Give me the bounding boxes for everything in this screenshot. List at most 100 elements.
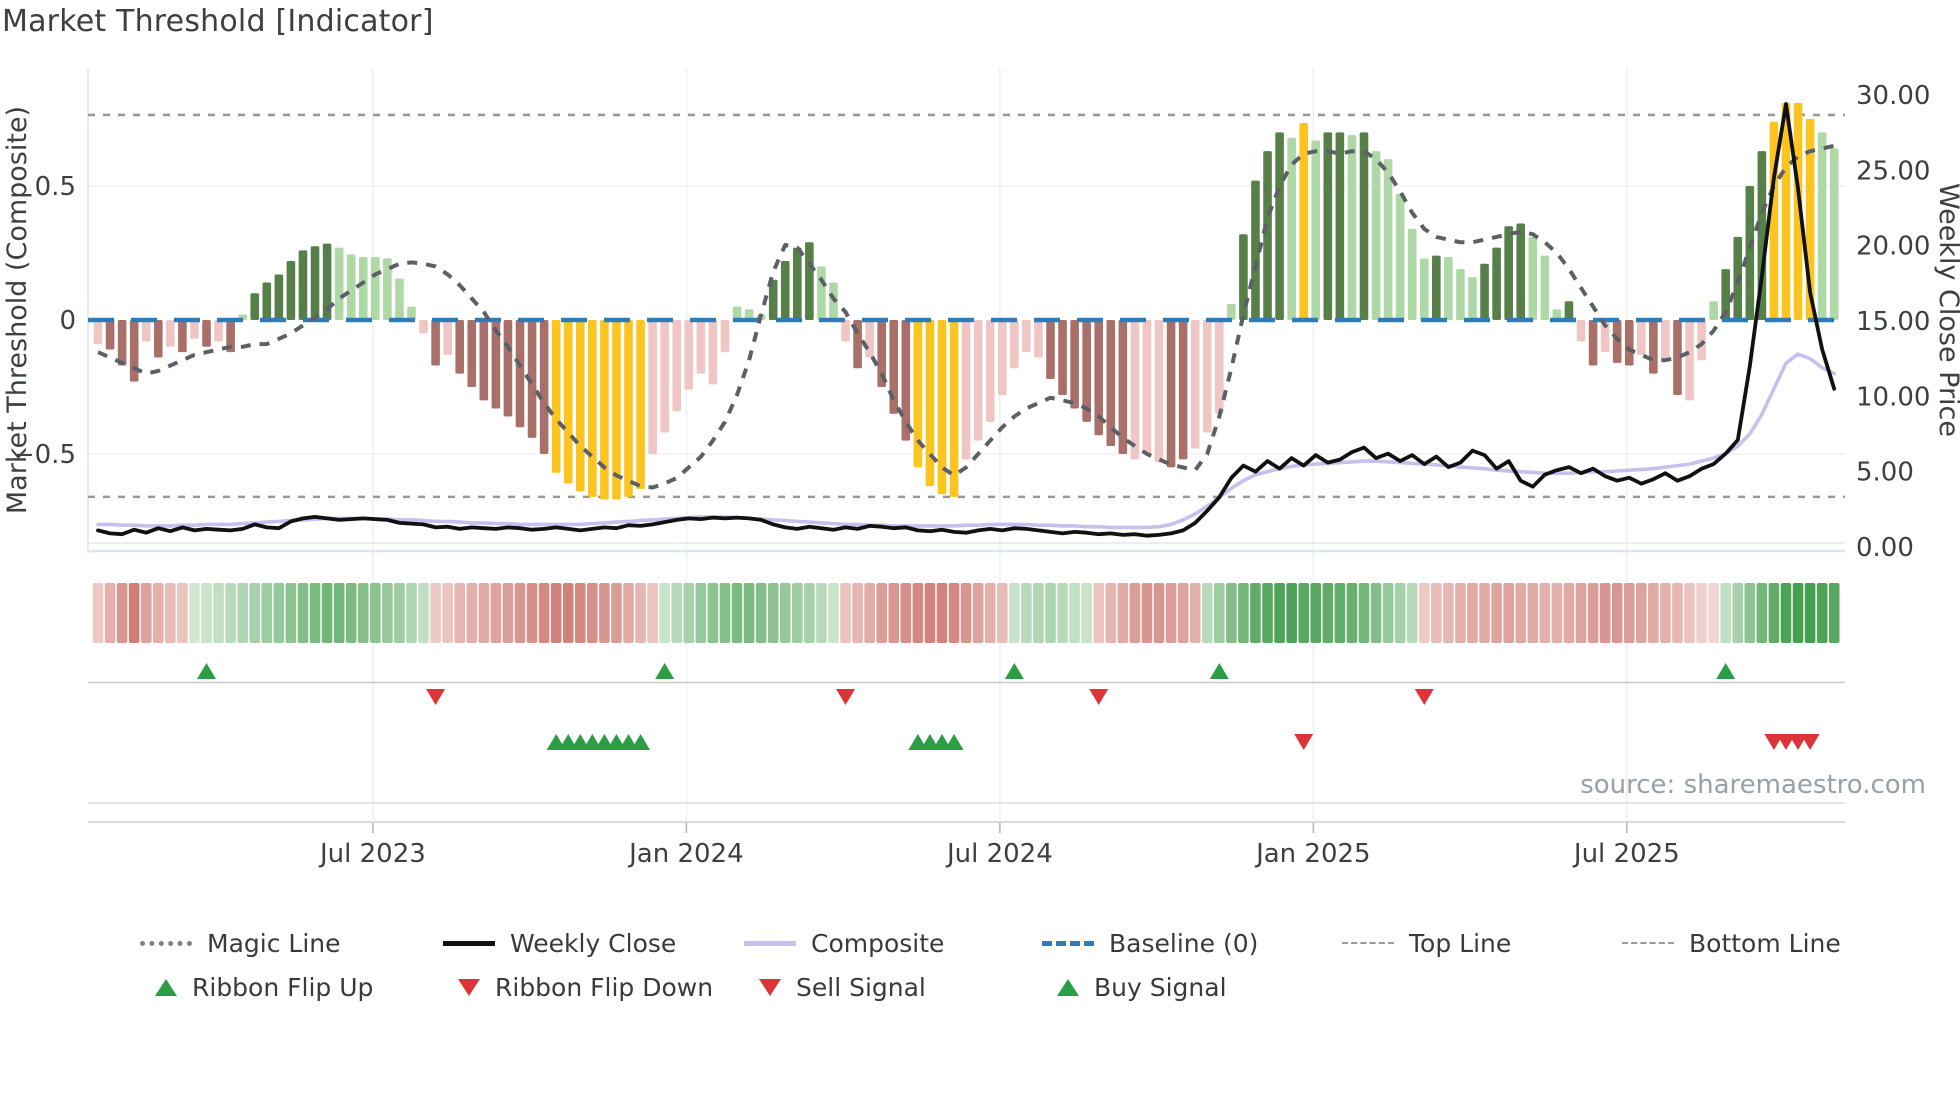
right-axis-tick-label: 10.00: [1856, 382, 1930, 412]
legend-sell-signal-label: Sell Signal: [796, 972, 926, 1002]
ribbon-cell: [177, 583, 188, 643]
ribbon-cell: [1455, 583, 1466, 643]
threshold-bar: [1311, 140, 1321, 320]
ribbon-cell: [1467, 583, 1478, 643]
ribbon-cell: [370, 583, 381, 643]
threshold-bar: [1492, 247, 1501, 320]
ribbon-cell: [1250, 583, 1261, 643]
threshold-bar: [1624, 320, 1634, 366]
magic-line: [97, 143, 1835, 490]
right-axis-tick-label: 5.00: [1856, 458, 1914, 488]
grid-layer: [87, 68, 1845, 820]
threshold-bar: [793, 247, 802, 320]
ribbon-cell: [285, 583, 297, 643]
threshold-bar: [961, 320, 971, 460]
threshold-bar: [431, 320, 440, 366]
threshold-bar: [1444, 257, 1453, 320]
ribbon-cell: [1226, 583, 1237, 643]
ribbon-cell: [1322, 583, 1334, 643]
threshold-bar: [1745, 186, 1755, 320]
ribbon-cell: [1129, 583, 1141, 643]
ribbon-cell: [792, 583, 803, 643]
ribbon-cell: [1057, 583, 1068, 643]
ribbon-cell: [1370, 583, 1382, 643]
buy-signal-marker: [570, 734, 590, 750]
ribbon-flip-down-marker: [836, 689, 856, 705]
threshold-bar: [1817, 132, 1827, 320]
threshold-bar: [973, 320, 983, 441]
threshold-bar: [1576, 320, 1586, 342]
ribbon-cell: [707, 583, 719, 643]
threshold-bar: [937, 320, 947, 495]
ribbon-cell: [201, 583, 212, 643]
threshold-bar: [732, 306, 742, 320]
threshold-bar: [334, 247, 344, 320]
ribbon-cell: [587, 583, 598, 643]
ribbon-cell: [1298, 583, 1309, 643]
threshold-bar: [1058, 320, 1067, 396]
threshold-bar: [539, 320, 549, 454]
legend-magic-line-swatch: [140, 940, 192, 946]
ribbon-cell: [1660, 583, 1671, 643]
ribbon-flip-up-marker: [1004, 663, 1024, 679]
ribbon-cell: [140, 583, 152, 643]
axes-layer: Jul 2023 Jan 2024 Jul 2024 Jan 2025 Jul 2025…: [13, 81, 1931, 869]
signal-markers-layer: [197, 663, 1820, 750]
ribbon-cell: [1672, 583, 1683, 643]
threshold-bar: [1564, 301, 1574, 320]
x-tick-label: Jul 2024: [945, 839, 1053, 869]
legend-bottom-line-label: Bottom Line: [1689, 928, 1841, 958]
ribbon-cell: [1539, 583, 1551, 643]
ribbon-cell: [1443, 583, 1454, 643]
ribbon-cell: [1804, 583, 1816, 643]
x-tick-label: Jan 2024: [627, 839, 744, 869]
ribbon-cell: [743, 583, 755, 643]
threshold-bar: [1419, 258, 1429, 320]
threshold-bar: [527, 320, 537, 438]
legend-baseline: Baseline (0): [1042, 928, 1258, 958]
ribbon-cell: [116, 583, 128, 643]
threshold-bar: [913, 320, 923, 468]
ribbon-cell: [1105, 583, 1117, 643]
threshold-bar: [624, 320, 633, 497]
threshold-bar: [515, 320, 525, 428]
ribbon-cell: [1648, 583, 1659, 643]
threshold-bar: [117, 320, 127, 366]
threshold-bar: [1215, 320, 1224, 414]
ribbon-cell: [635, 583, 646, 643]
legend-bottom-line-swatch: [1622, 942, 1674, 944]
threshold-bar: [93, 320, 103, 345]
threshold-bar: [612, 320, 621, 500]
threshold-bar: [1094, 320, 1104, 436]
buy-signal-marker: [932, 734, 952, 750]
ribbon-cell: [767, 583, 779, 643]
ribbon-cell: [1684, 583, 1695, 643]
threshold-bar: [949, 320, 959, 497]
threshold-bar: [1432, 255, 1441, 320]
threshold-bar: [298, 250, 308, 320]
sell-signal-marker: [1776, 734, 1796, 750]
threshold-bar: [1178, 320, 1188, 460]
threshold-bar: [141, 320, 151, 342]
threshold-bar: [1829, 148, 1839, 320]
threshold-bar: [214, 320, 223, 342]
ribbon-flip-down-marker: [426, 689, 446, 705]
legend-baseline-swatch: [1042, 940, 1094, 946]
ribbon-cell: [1117, 583, 1129, 643]
buy-signal-marker: [594, 734, 614, 750]
threshold-bar: [1166, 320, 1176, 468]
threshold-bar: [660, 320, 669, 433]
ribbon-flip-down-marker: [1414, 689, 1434, 705]
ribbon-cell: [574, 583, 586, 643]
threshold-bar: [1709, 301, 1718, 320]
threshold-bar: [310, 246, 320, 320]
triangle-up-icon: [155, 978, 177, 996]
ribbon-cell: [165, 583, 176, 643]
ribbon-cell: [1069, 583, 1080, 643]
ribbon-cell: [1262, 583, 1273, 643]
threshold-bar: [226, 320, 235, 353]
ribbon-cell: [1515, 583, 1527, 643]
ribbon-cell: [972, 583, 984, 643]
buy-signal-marker: [944, 734, 964, 750]
threshold-bar: [865, 320, 874, 358]
